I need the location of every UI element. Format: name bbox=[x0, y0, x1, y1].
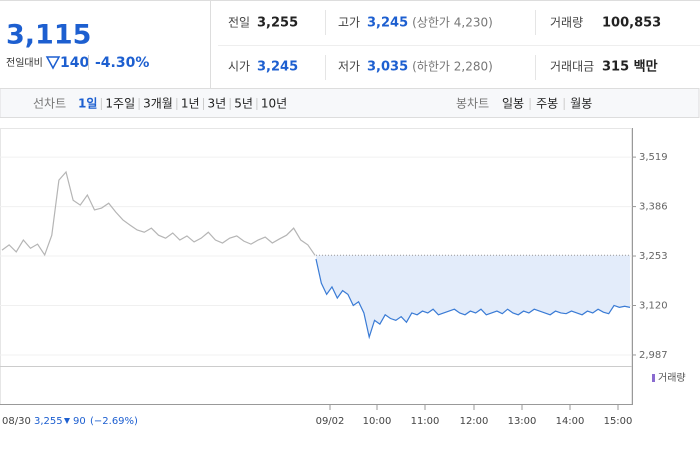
chart: 3,519 3,386 3,253 3,120 2,987 09/02 10:00 11:00… bbox=[0, 152, 668, 427]
prev-change: 90 bbox=[73, 416, 86, 427]
stat-label: 고가 bbox=[338, 16, 360, 30]
change-pct: -4.30% bbox=[95, 55, 149, 71]
price-line bbox=[315, 258, 631, 340]
stat-value: 100,853 bbox=[602, 16, 661, 31]
prev-close: 3,255 bbox=[34, 416, 63, 427]
tab[interactable]: 10년 bbox=[261, 97, 287, 111]
x-tick-label: 11:00 bbox=[411, 416, 440, 427]
x-tick-label: 14:00 bbox=[556, 416, 585, 427]
tab[interactable]: 주봉 bbox=[536, 97, 558, 111]
stat-label: 전일 bbox=[228, 16, 250, 30]
stat-label: 거래량 bbox=[550, 16, 583, 30]
stat-value: 315 백만 bbox=[602, 59, 658, 75]
y-tick-label: 3,386 bbox=[639, 202, 668, 213]
price: 3,115 bbox=[6, 20, 91, 51]
tab-label: 선차트 bbox=[33, 97, 66, 111]
legend-swatch bbox=[652, 374, 655, 382]
price-line bbox=[1, 170, 316, 257]
y-tick-label: 2,987 bbox=[639, 350, 668, 361]
header-bg bbox=[0, 0, 700, 88]
stat-value: 3,255 bbox=[257, 16, 298, 31]
tab-label: 봉차트 bbox=[456, 97, 489, 111]
x-tick-label: 09/02 bbox=[316, 416, 345, 427]
tab[interactable]: 3년 bbox=[208, 97, 227, 111]
prev-change-pct: (−2.69%) bbox=[90, 416, 138, 427]
down-icon bbox=[45, 56, 61, 70]
stat-value: 3,245 bbox=[257, 60, 298, 75]
stat-value: 3,035 bbox=[367, 60, 408, 75]
y-tick-label: 3,253 bbox=[639, 251, 668, 262]
y-tick-label: 3,519 bbox=[639, 152, 668, 163]
area bbox=[316, 255, 630, 338]
stat-label: 거래대금 bbox=[550, 60, 594, 74]
tab[interactable]: 1년 bbox=[181, 97, 200, 111]
x-tick-label: 13:00 bbox=[508, 416, 537, 427]
change-label: 전일대비 bbox=[6, 57, 43, 69]
stat-note: (상한가 4,230) bbox=[412, 16, 493, 30]
prev-date: 08/30 bbox=[2, 416, 31, 427]
stat-label: 시가 bbox=[228, 60, 250, 74]
x-tick-label: 15:00 bbox=[604, 416, 633, 427]
stat-label: 저가 bbox=[338, 60, 360, 74]
stat-value: 3,245 bbox=[367, 16, 408, 31]
stats: 전일 3,255 시가 3,245 고가 3,245 (상한가 4,230) 저가 3,035 (… bbox=[228, 16, 661, 75]
y-tick-label: 3,120 bbox=[639, 300, 668, 311]
tab[interactable]: 월봉 bbox=[570, 97, 592, 111]
tab[interactable]: 1일 bbox=[78, 97, 97, 111]
down-icon bbox=[64, 418, 70, 424]
tab[interactable]: 3개월 bbox=[143, 97, 173, 111]
tabs: 선차트 1일 1주일 3개월 1년 3년 5년 10년 봉차트 일봉 주봉 월봉 bbox=[33, 97, 592, 111]
tab-bar bbox=[0, 88, 700, 118]
change: 140 bbox=[60, 55, 89, 71]
tab[interactable]: 일봉 bbox=[502, 97, 524, 111]
volume-legend: 거래량 bbox=[658, 372, 686, 384]
tab[interactable]: 5년 bbox=[234, 97, 253, 111]
stat-note: (하한가 2,280) bbox=[412, 60, 493, 74]
x-tick-label: 10:00 bbox=[363, 416, 392, 427]
x-tick-label: 12:00 bbox=[460, 416, 489, 427]
tab[interactable]: 1주일 bbox=[105, 97, 135, 111]
